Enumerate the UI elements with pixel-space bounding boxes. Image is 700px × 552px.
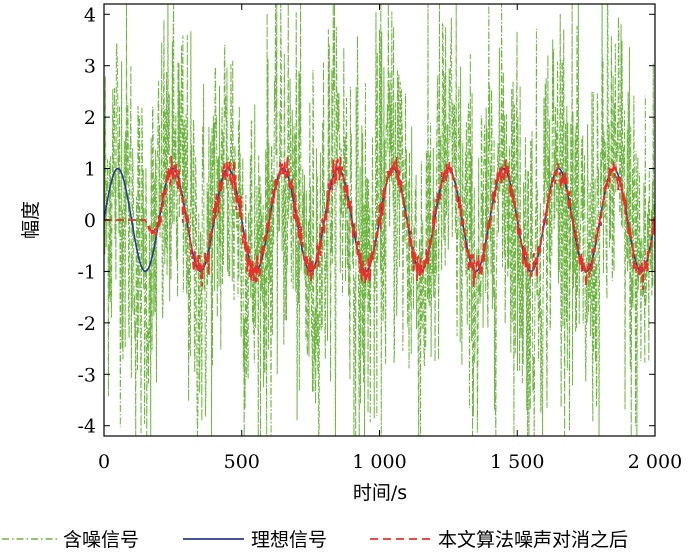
y-tick-label: -3 <box>77 364 96 386</box>
x-axis-title: 时间/s <box>353 482 407 504</box>
y-axis-title: 幅度 <box>20 201 42 239</box>
x-tick-label: 2 000 <box>628 451 682 473</box>
x-tick-label: 1 500 <box>490 451 544 473</box>
noisy-signal-line <box>104 4 655 436</box>
legend-label: 含噪信号 <box>63 529 139 551</box>
y-tick-label: 1 <box>84 159 96 181</box>
legend-label: 理想信号 <box>251 529 327 551</box>
legend: 含噪信号 理想信号 本文算法噪声对消之后 <box>2 529 628 551</box>
x-axis-ticks: 0 500 1 000 1 500 2 000 <box>98 4 682 473</box>
x-tick-label: 1 000 <box>352 451 406 473</box>
legend-item-1: 含噪信号 <box>2 529 139 551</box>
series-noisy-signal <box>104 4 655 436</box>
x-tick-label: 500 <box>224 451 260 473</box>
filtered-signal-line <box>104 155 655 291</box>
y-tick-label: 2 <box>84 107 96 129</box>
y-tick-label: -2 <box>77 313 96 335</box>
y-axis-ticks: -4 -3 -2 -1 0 1 2 3 4 <box>77 4 655 438</box>
x-tick-label: 0 <box>98 451 110 473</box>
y-tick-label: -4 <box>77 416 96 438</box>
plot-area <box>104 4 655 436</box>
y-tick-label: 4 <box>84 4 96 26</box>
y-tick-label: 0 <box>84 210 96 232</box>
legend-item-2: 理想信号 <box>183 529 327 551</box>
series-filtered-signal <box>104 155 655 291</box>
y-tick-label: -1 <box>77 261 96 283</box>
y-tick-label: 3 <box>84 56 96 78</box>
legend-item-3: 本文算法噪声对消之后 <box>370 529 628 551</box>
legend-label: 本文算法噪声对消之后 <box>438 529 628 551</box>
